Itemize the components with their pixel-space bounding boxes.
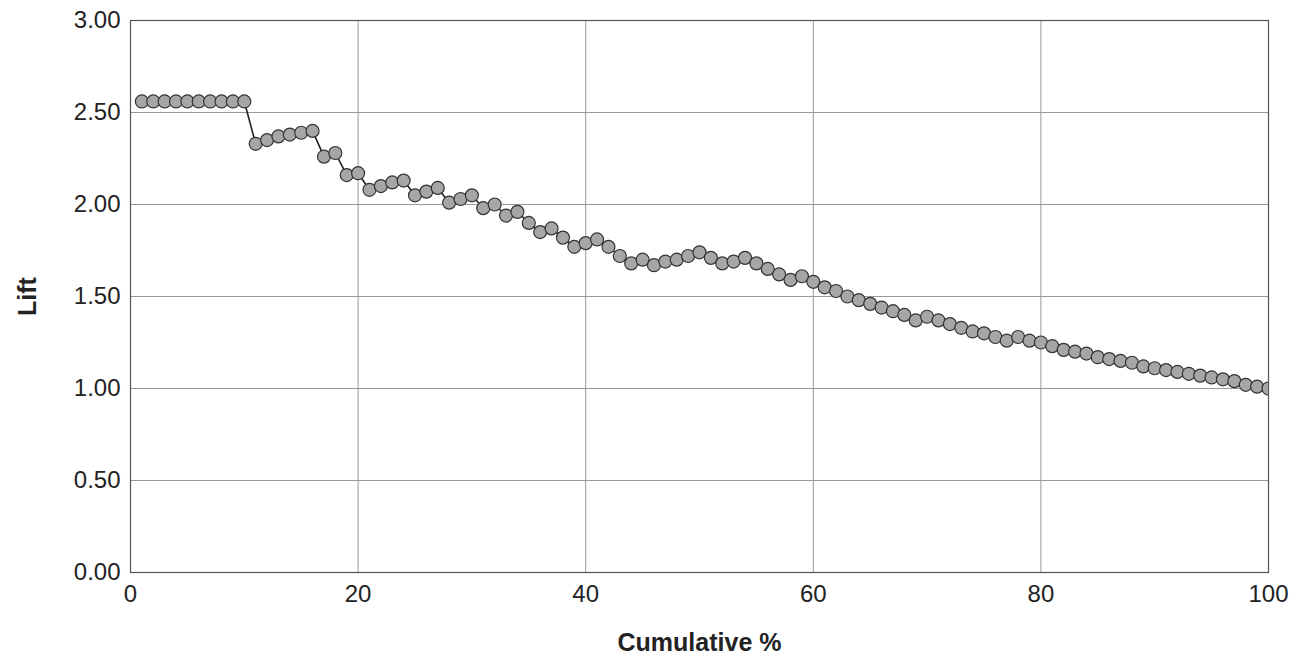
svg-text:3.00: 3.00 — [74, 6, 121, 33]
svg-text:2.50: 2.50 — [74, 98, 121, 125]
svg-text:20: 20 — [345, 580, 372, 607]
svg-text:80: 80 — [1028, 580, 1055, 607]
svg-text:0.00: 0.00 — [74, 558, 121, 585]
svg-text:2.00: 2.00 — [74, 190, 121, 217]
svg-text:60: 60 — [800, 580, 827, 607]
svg-text:1.00: 1.00 — [74, 374, 121, 401]
svg-text:40: 40 — [572, 580, 599, 607]
svg-text:Lift: Lift — [13, 276, 41, 316]
svg-text:0.50: 0.50 — [74, 466, 121, 493]
svg-text:Cumulative %: Cumulative % — [618, 628, 782, 656]
svg-text:0: 0 — [124, 580, 137, 607]
svg-text:1.50: 1.50 — [74, 282, 121, 309]
svg-text:100: 100 — [1248, 580, 1288, 607]
